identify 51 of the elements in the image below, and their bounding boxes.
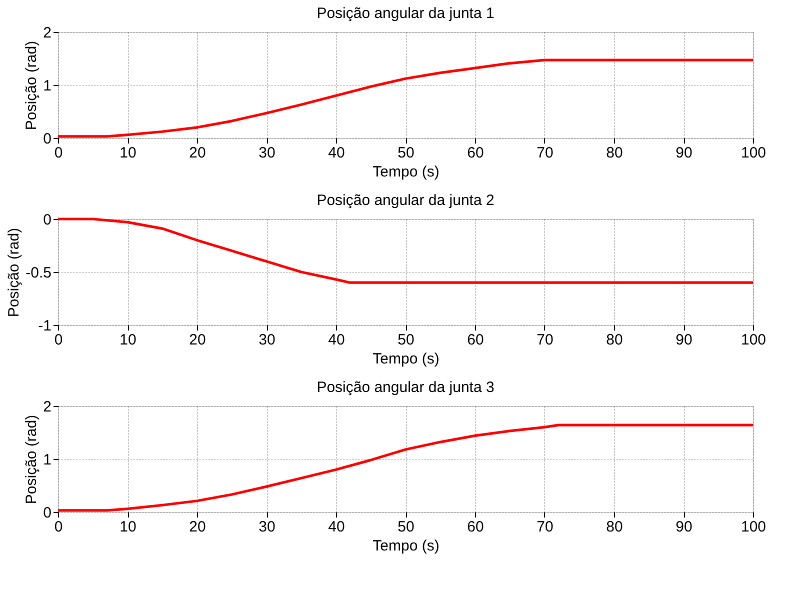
x-tick-label: 70 — [536, 144, 554, 162]
x-tick-label: 30 — [258, 144, 276, 162]
x-tick-label: 20 — [189, 144, 206, 162]
x-tick-label: 50 — [398, 144, 414, 162]
x-tick-label: 10 — [120, 144, 136, 162]
x-tick-label: 100 — [740, 518, 766, 536]
x-tick-label: 90 — [676, 332, 692, 348]
x-tick-label: 60 — [467, 332, 484, 348]
x-tick-label: 30 — [258, 518, 276, 536]
x-tick-label: 60 — [467, 144, 484, 162]
y-tick-label: 0 — [43, 212, 52, 228]
y-tick-label: 1 — [43, 78, 52, 94]
x-tick-label: 0 — [54, 144, 63, 162]
x-tick-label: 50 — [398, 518, 414, 536]
y-tick-label: 2 — [43, 398, 52, 416]
x-tick-label: 0 — [54, 518, 63, 536]
x-axis-title: Tempo (s) — [372, 164, 440, 180]
x-tick-label: 80 — [606, 144, 623, 162]
y-axis-title: Posição (rad) — [23, 414, 40, 504]
x-tick-label: 40 — [328, 144, 345, 162]
x-tick-label: 50 — [398, 332, 414, 348]
x-axis-title: Tempo (s) — [372, 350, 440, 368]
x-tick-label: 100 — [740, 332, 766, 348]
chart-title: Posição angular da junta 2 — [316, 192, 494, 209]
x-tick-label: 80 — [606, 332, 623, 348]
y-axis-title: Posição (rad) — [6, 228, 23, 318]
x-tick-label: 20 — [189, 332, 206, 348]
x-tick-label: 70 — [536, 518, 554, 536]
x-tick-label: 10 — [120, 518, 136, 536]
y-tick-label: 2 — [43, 24, 52, 42]
y-axis-title: Posição (rad) — [23, 40, 40, 130]
y-tick-label: -1 — [38, 318, 52, 334]
y-tick-label: 0 — [43, 504, 52, 522]
y-tick-label: -0.5 — [26, 264, 52, 282]
x-tick-label: 100 — [740, 144, 766, 162]
chart-title: Posição angular da junta 1 — [316, 5, 494, 22]
x-tick-label: 80 — [606, 518, 623, 536]
y-tick-label: 1 — [43, 452, 52, 468]
x-tick-label: 40 — [328, 518, 345, 536]
x-axis-title: Tempo (s) — [372, 538, 440, 554]
x-tick-label: 60 — [467, 518, 484, 536]
x-tick-label: 0 — [54, 332, 63, 348]
x-tick-label: 70 — [536, 332, 554, 348]
x-tick-label: 40 — [328, 332, 345, 348]
x-tick-label: 30 — [258, 332, 276, 348]
x-tick-label: 90 — [676, 518, 692, 536]
x-tick-label: 10 — [120, 332, 136, 348]
x-tick-label: 20 — [189, 518, 206, 536]
x-tick-label: 90 — [676, 144, 692, 162]
y-tick-label: 0 — [43, 130, 52, 148]
chart-title: Posição angular da junta 3 — [316, 379, 494, 396]
